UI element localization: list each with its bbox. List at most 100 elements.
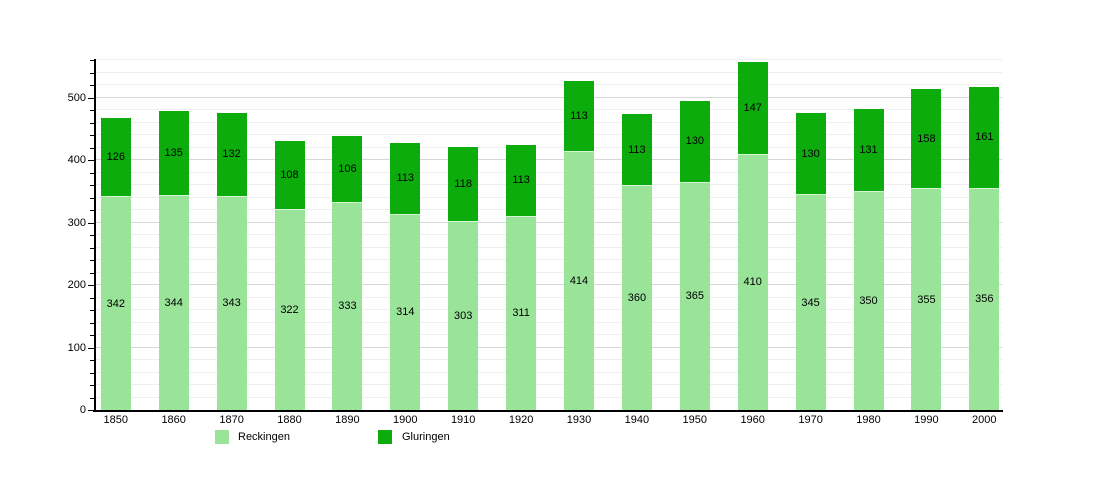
segment-value-label: 314 xyxy=(396,306,415,319)
segment-value-label: 333 xyxy=(338,300,357,313)
gridline-minor xyxy=(95,71,1002,73)
bar-1920: 113 311 xyxy=(506,145,537,410)
y-tick-minor xyxy=(90,210,95,211)
y-tick-major xyxy=(88,410,95,411)
bar-segment-reckingen: 311 xyxy=(506,215,537,410)
x-axis-label: 1910 xyxy=(450,414,476,426)
segment-value-label: 410 xyxy=(743,276,762,289)
x-axis-label: 1980 xyxy=(856,414,881,426)
gridline-minor xyxy=(95,334,1002,335)
segment-value-label: 113 xyxy=(628,143,646,156)
bar-segment-gluringen: 106 xyxy=(332,135,363,202)
segment-value-label: 113 xyxy=(570,109,588,122)
y-tick-minor xyxy=(90,185,95,186)
bar-segment-reckingen: 355 xyxy=(911,188,942,410)
y-tick-minor xyxy=(90,110,95,111)
bar-1990: 158 355 xyxy=(911,89,942,410)
bar-segment-gluringen: 161 xyxy=(969,86,1000,188)
segment-value-label: 356 xyxy=(975,293,994,306)
gridline-minor xyxy=(95,271,1002,273)
bar-segment-reckingen: 303 xyxy=(448,220,479,410)
x-axis-label: 1870 xyxy=(219,414,244,426)
legend-swatch-gluringen xyxy=(378,430,392,444)
bar-segment-reckingen: 322 xyxy=(274,208,305,410)
y-axis-label: 100 xyxy=(67,341,86,354)
bar-segment-reckingen: 356 xyxy=(969,187,1000,410)
bar-segment-reckingen: 333 xyxy=(332,201,363,410)
bar-segment-gluringen: 113 xyxy=(621,114,652,185)
gridline-minor xyxy=(95,321,1002,323)
segment-value-label: 113 xyxy=(396,172,415,185)
bar-1960: 147 410 xyxy=(737,61,768,410)
segment-value-label: 108 xyxy=(280,169,299,181)
bar-segment-gluringen: 130 xyxy=(679,100,710,182)
bar-segment-reckingen: 345 xyxy=(795,194,826,410)
y-axis-label: 300 xyxy=(67,216,86,229)
bar-segment-gluringen: 132 xyxy=(216,113,247,196)
y-tick-minor xyxy=(90,335,95,336)
segment-value-label: 311 xyxy=(512,307,530,320)
y-tick-minor xyxy=(90,235,95,236)
y-axis-label: 400 xyxy=(67,154,86,166)
segment-value-label: 344 xyxy=(164,297,183,309)
gridline-minor xyxy=(95,359,1002,360)
x-axis-label: 1990 xyxy=(914,414,939,426)
bar-1900: 113 314 xyxy=(390,143,421,410)
y-tick-minor xyxy=(90,135,95,136)
x-axis-label: 1890 xyxy=(335,414,360,426)
bar-segment-gluringen: 147 xyxy=(737,61,768,154)
bar-segment-gluringen: 113 xyxy=(390,143,421,214)
gridline-minor xyxy=(95,146,1002,148)
bar-segment-reckingen: 343 xyxy=(216,195,247,410)
legend-swatch-reckingen xyxy=(215,430,229,444)
segment-value-label: 322 xyxy=(280,303,299,316)
x-axis-label: 1950 xyxy=(682,414,708,426)
gridline-minor xyxy=(95,109,1002,110)
segment-value-label: 345 xyxy=(801,296,820,309)
segment-value-label: 350 xyxy=(859,295,878,308)
bar-1980: 131 350 xyxy=(853,109,884,410)
y-tick-major xyxy=(88,285,95,286)
y-axis-label: 500 xyxy=(67,91,86,104)
x-axis-label: 1940 xyxy=(624,414,650,426)
segment-value-label: 113 xyxy=(512,174,530,187)
segment-value-label: 414 xyxy=(569,275,589,288)
segment-value-label: 106 xyxy=(338,162,357,175)
segment-value-label: 158 xyxy=(917,132,936,145)
x-axis-label: 2000 xyxy=(972,414,997,426)
gridline-major xyxy=(95,221,1002,223)
bar-segment-reckingen: 414 xyxy=(564,151,594,410)
x-axis-label: 1850 xyxy=(103,414,129,426)
bar-segment-gluringen: 113 xyxy=(506,145,537,216)
segment-value-label: 161 xyxy=(975,131,994,144)
bar-segment-reckingen: 360 xyxy=(621,185,652,410)
bar-segment-gluringen: 108 xyxy=(274,141,305,209)
segment-value-label: 147 xyxy=(743,101,762,114)
gridline-major xyxy=(95,346,1002,348)
segment-value-label: 118 xyxy=(454,177,472,190)
y-tick-minor xyxy=(90,60,95,61)
y-tick-minor xyxy=(90,397,95,399)
gridline-minor xyxy=(95,209,1002,210)
segment-value-label: 130 xyxy=(801,147,820,160)
segment-value-label: 135 xyxy=(164,146,183,159)
x-axis-label: 1900 xyxy=(393,414,418,426)
y-tick-minor xyxy=(90,247,95,249)
y-tick-minor xyxy=(90,385,95,386)
gridline-minor xyxy=(95,246,1002,248)
y-tick-minor xyxy=(90,272,95,274)
segment-value-label: 355 xyxy=(917,293,936,306)
x-axis-label: 1880 xyxy=(277,414,302,426)
y-tick-minor xyxy=(90,260,95,261)
bar-segment-reckingen: 344 xyxy=(158,195,189,410)
gridline-major xyxy=(95,159,1002,160)
y-tick-minor xyxy=(90,147,95,149)
bar-segment-gluringen: 113 xyxy=(564,80,594,152)
gridline-minor xyxy=(95,396,1002,398)
gridline-minor xyxy=(95,259,1002,260)
y-tick-major xyxy=(88,97,95,99)
gridline-minor xyxy=(95,84,1002,85)
legend-label-reckingen: Reckingen xyxy=(238,431,290,443)
bar-1880: 108 322 xyxy=(274,141,305,410)
y-tick-major xyxy=(88,347,95,349)
